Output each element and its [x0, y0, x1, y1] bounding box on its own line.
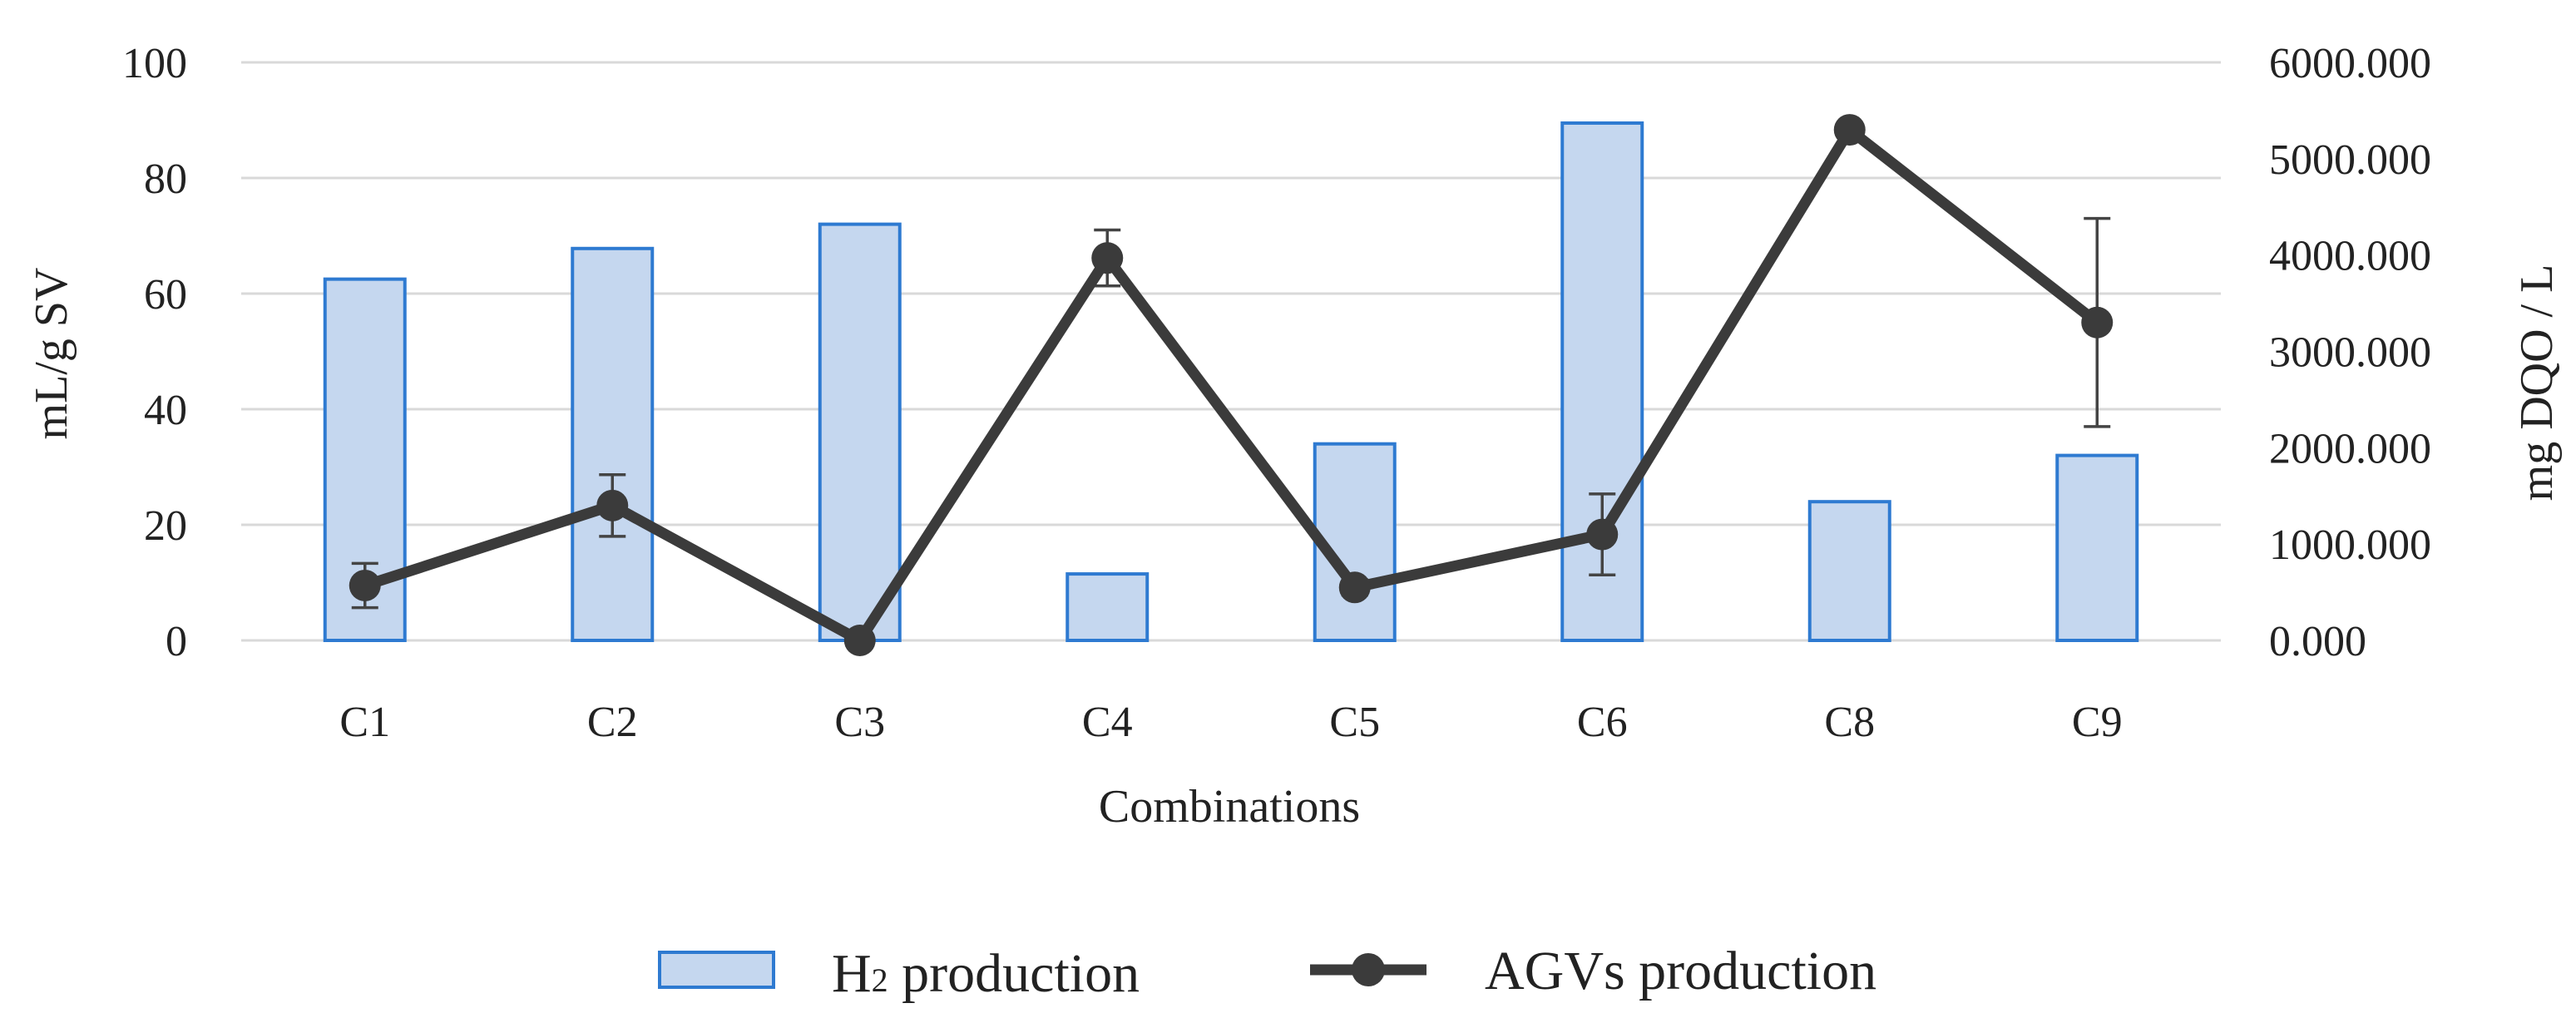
legend-agv-label: AGVs production [1485, 941, 1876, 1001]
bar-c2 [571, 246, 655, 642]
gridlines [241, 61, 2221, 642]
y2-axis-title: mg DQO / L [2511, 264, 2563, 502]
legend-h2-sub: 2 [872, 961, 888, 999]
bar-c4 [1066, 572, 1150, 643]
marker-c6 [1586, 518, 1619, 551]
bar-c3 [818, 222, 902, 642]
y2-tick-label: 0.000 [2269, 618, 2366, 665]
marker-c9 [2081, 306, 2114, 339]
y-tick-label: 60 [144, 271, 187, 319]
legend-h2-rest: production [888, 943, 1140, 1004]
left-axis-ticks: 0 20 40 60 80 100 [122, 40, 187, 665]
agv-series-line [363, 124, 2101, 646]
marker-c2 [596, 489, 629, 521]
right-axis-ticks: 0.000 1000.000 2000.000 3000.000 4000.000 500… [2269, 40, 2431, 665]
y-tick-label: 100 [122, 40, 187, 87]
x-tick-label: C9 [2072, 699, 2123, 746]
h2-bars [323, 121, 2139, 643]
legend-agv-marker [1352, 953, 1385, 986]
x-tick-label: C2 [587, 699, 638, 746]
x-tick-label: C1 [339, 699, 390, 746]
x-axis-ticks: C1 C2 C3 C4 C5 C6 C8 C9 [339, 699, 2122, 746]
legend-h2-swatch [658, 951, 775, 989]
y-axis-title: mL/g SV [26, 268, 77, 440]
legend-h2-main: H [832, 943, 872, 1004]
x-tick-label: C4 [1082, 699, 1133, 746]
agv-markers [349, 114, 2114, 656]
x-axis-title: Combinations [1099, 781, 1360, 833]
marker-c3 [843, 625, 876, 656]
marker-c4 [1091, 242, 1124, 274]
legend-h2-label: H2 production [832, 943, 1140, 1004]
y2-tick-label: 3000.000 [2269, 329, 2431, 377]
x-tick-label: C8 [1824, 699, 1875, 746]
legend: H2 production AGVs production [658, 941, 1876, 1004]
y-tick-label: 40 [144, 387, 187, 434]
y2-tick-label: 5000.000 [2269, 136, 2431, 184]
y-tick-label: 0 [166, 618, 187, 665]
x-tick-label: C5 [1329, 699, 1380, 746]
y-tick-label: 20 [144, 502, 187, 550]
marker-c1 [349, 569, 381, 601]
x-tick-label: C3 [834, 699, 885, 746]
y-tick-label: 80 [144, 156, 187, 203]
y2-tick-label: 4000.000 [2269, 233, 2431, 280]
x-tick-label: C6 [1577, 699, 1628, 746]
bar-c9 [2055, 453, 2139, 642]
marker-c5 [1338, 571, 1371, 604]
y2-tick-label: 6000.000 [2269, 40, 2431, 87]
y2-tick-label: 2000.000 [2269, 425, 2431, 472]
bar-c8 [1807, 500, 1891, 643]
y2-tick-label: 1000.000 [2269, 521, 2431, 569]
marker-c8 [1833, 114, 1866, 146]
